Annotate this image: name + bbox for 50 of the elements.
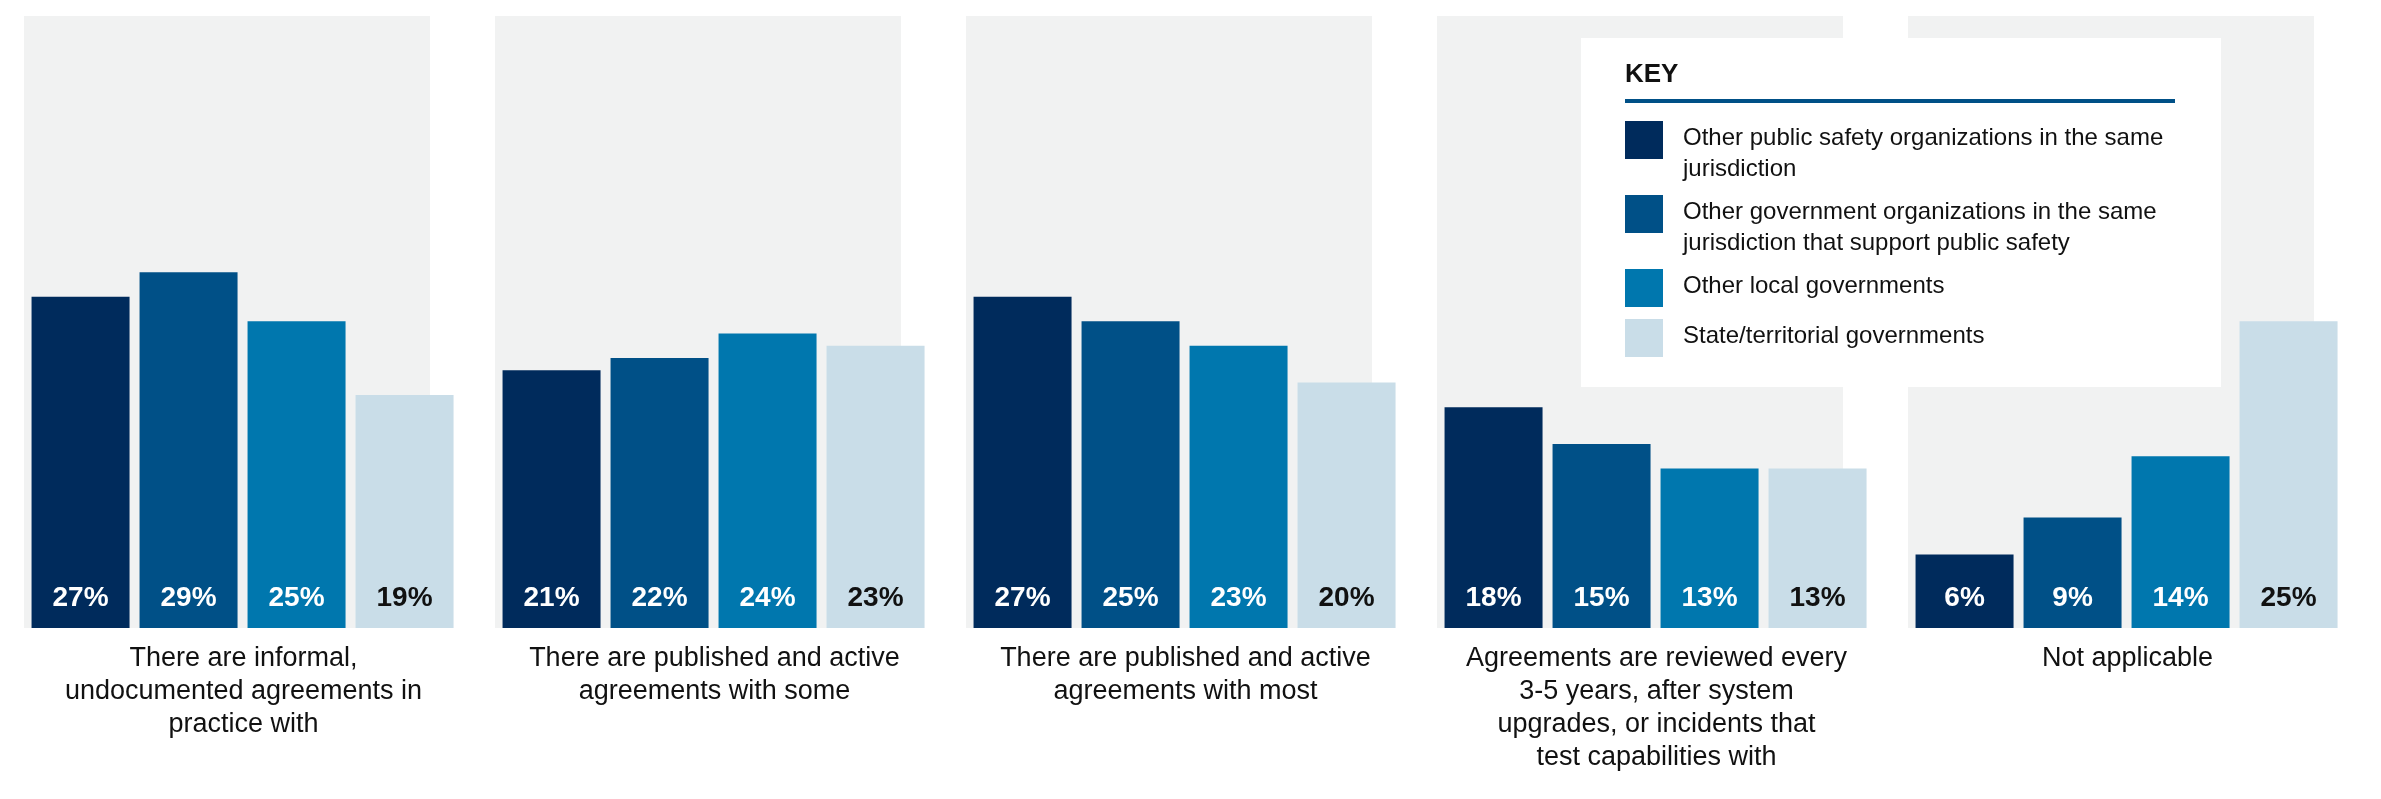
x-tick-label: There are informal, undocumented agreements in practice with (64, 642, 423, 738)
bar (973, 296, 1072, 628)
x-tick-label: Agreements are reviewed every 3-5 years, after system upgrades, or incidents that test capabilities with (1465, 642, 1848, 771)
data-label: 19% (376, 581, 433, 612)
bar (502, 370, 601, 628)
data-label: 14% (2152, 581, 2209, 612)
bar (1189, 345, 1288, 628)
x-tick-label: There are published and active agreements with some (529, 642, 900, 705)
data-label: 24% (739, 581, 796, 612)
data-label: 6% (1944, 581, 1985, 612)
bar (826, 345, 925, 628)
bar (1081, 321, 1180, 628)
bar (1444, 407, 1543, 628)
data-label: 27% (52, 581, 109, 612)
data-label: 23% (847, 581, 904, 612)
bar (2131, 456, 2230, 628)
data-label: 25% (2260, 581, 2317, 612)
data-label: 23% (1210, 581, 1267, 612)
data-label: 18% (1465, 581, 1522, 612)
bar (1915, 554, 2014, 628)
bar (1297, 382, 1396, 628)
bar (247, 321, 346, 628)
legend-label: Other public safety organizations in the same jurisdiction (1683, 122, 2165, 183)
x-tick-label: Not applicable (2041, 642, 2214, 672)
bar (31, 296, 130, 628)
legend-title: KEY (1625, 58, 2175, 103)
bar (2239, 321, 2338, 628)
data-label: 13% (1789, 581, 1846, 612)
data-label: 25% (268, 581, 325, 612)
bar (1768, 468, 1867, 628)
bar (139, 272, 238, 628)
data-label: 22% (631, 581, 688, 612)
data-label: 27% (994, 581, 1051, 612)
data-label: 21% (523, 581, 580, 612)
bar (1660, 468, 1759, 628)
bar (1552, 443, 1651, 628)
bar (2023, 517, 2122, 628)
data-label: 20% (1318, 581, 1375, 612)
data-label: 29% (160, 581, 217, 612)
data-label: 25% (1102, 581, 1159, 612)
bar (718, 333, 817, 628)
bar (355, 394, 454, 628)
x-tick-label: There are published and active agreements with most (1000, 642, 1371, 705)
legend-label: State/territorial governments (1683, 320, 1985, 350)
legend-label: Other local governments (1683, 270, 1945, 300)
data-label: 15% (1573, 581, 1630, 612)
legend-label: Other government organizations in the same jurisdiction that support public safety (1683, 196, 2158, 257)
data-label: 13% (1681, 581, 1738, 612)
data-label: 9% (2052, 581, 2093, 612)
bar (610, 358, 709, 628)
